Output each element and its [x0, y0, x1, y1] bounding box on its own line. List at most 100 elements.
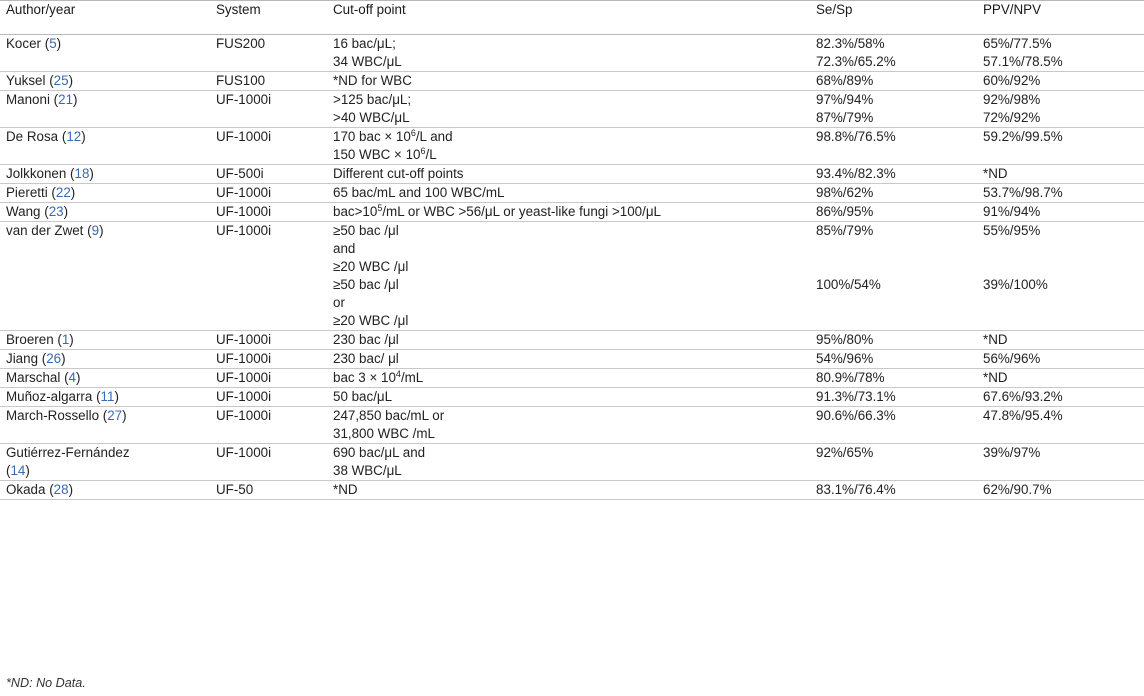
author-name: Muñoz-algarra: [6, 389, 93, 404]
cutoff-cell: 690 bac/μL and 38 WBC/μL: [327, 444, 810, 481]
author-name: Okada: [6, 482, 46, 497]
ppv-npv-line: 91%/94%: [983, 204, 1041, 219]
se-sp-line: 90.6%/66.3%: [816, 408, 896, 423]
ppv-npv-cell: 60%/92%: [977, 72, 1144, 91]
ppv-npv-line: 92%/98%: [983, 92, 1041, 107]
table-row: Gutiérrez-Fernández (14) UF-1000i 690 bac/μ…: [0, 444, 1144, 481]
author-name: Wang: [6, 204, 41, 219]
reference-link[interactable]: 26: [46, 351, 62, 366]
reference-link[interactable]: 4: [68, 370, 76, 385]
se-sp-cell: 54%/96%: [810, 350, 977, 369]
table-header: Author/year System Cut-off point Se/Sp P…: [0, 0, 1144, 35]
author-name: Yuksel: [6, 73, 46, 88]
ppv-npv-cell: 65%/77.5% 57.1%/78.5%: [977, 35, 1144, 72]
ppv-npv-line: 72%/92%: [983, 110, 1041, 125]
cutoff-cell: *ND for WBC: [327, 72, 810, 91]
table-row: Marschal (4) UF-1000i bac 3 × 104/mL 80.9%/…: [0, 369, 1144, 388]
cutoff-cell: Different cut-off points: [327, 165, 810, 184]
se-sp-cell: 90.6%/66.3%: [810, 407, 977, 444]
header-row: Author/year System Cut-off point Se/Sp P…: [0, 0, 1144, 35]
cutoff-cell: >125 bac/μL; >40 WBC/μL: [327, 91, 810, 128]
header-system: System: [216, 2, 261, 17]
reference-link[interactable]: 21: [58, 92, 74, 107]
system-cell: UF-1000i: [216, 332, 272, 347]
header-author: Author/year: [6, 2, 76, 17]
se-sp-cell: 97%/94% 87%/79%: [810, 91, 977, 128]
table-row: Jolkkonen (18) UF-500i Different cut-off p…: [0, 165, 1144, 184]
author-cell: van der Zwet (9): [6, 223, 104, 238]
author-name: Gutiérrez-Fernández: [6, 445, 130, 460]
cutoff-line: bac 3 × 104/mL: [333, 369, 424, 386]
header-ppv-npv: PPV/NPV: [983, 2, 1042, 17]
table-body: Kocer (5) FUS200 16 bac/μL; 34 WBC/μL 82.3%/…: [0, 35, 1144, 500]
reference-link[interactable]: 23: [48, 204, 64, 219]
se-sp-line: 54%/96%: [816, 351, 874, 366]
ppv-npv-line: [983, 258, 1144, 276]
author-cell: Pieretti (22): [6, 185, 76, 200]
reference-link[interactable]: 5: [49, 36, 57, 51]
cutoff-cell: 65 bac/mL and 100 WBC/mL: [327, 184, 810, 203]
reference-link[interactable]: 9: [91, 223, 100, 238]
reference-link[interactable]: 28: [53, 482, 69, 497]
reference-link[interactable]: 14: [10, 463, 26, 478]
cutoff-line: 50 bac/μL: [333, 389, 393, 404]
se-sp-cell: 80.9%/78%: [810, 369, 977, 388]
reference-link[interactable]: 12: [66, 129, 82, 144]
table-row: Pieretti (22) UF-1000i 65 bac/mL and 100 W…: [0, 184, 1144, 203]
cutoff-line: 31,800 WBC /mL: [333, 426, 435, 441]
author-cell: Okada (28): [6, 482, 74, 497]
cutoff-line: 65 bac/mL and 100 WBC/mL: [333, 185, 505, 200]
table-row: van der Zwet (9) UF-1000i ≥50 bac /μl and ≥2…: [0, 222, 1144, 331]
ppv-npv-cell: 56%/96%: [977, 350, 1144, 369]
header-cutoff: Cut-off point: [333, 2, 406, 17]
reference-link[interactable]: 22: [55, 185, 71, 200]
se-sp-line: [816, 258, 977, 276]
ppv-npv-line: *ND: [983, 332, 1008, 347]
cutoff-line: or: [333, 295, 345, 310]
cutoff-line: 690 bac/μL and: [333, 445, 426, 460]
data-table: Author/year System Cut-off point Se/Sp P…: [0, 0, 1144, 500]
ppv-npv-cell: 67.6%/93.2%: [977, 388, 1144, 407]
ppv-npv-line: 39%/100%: [983, 277, 1048, 292]
se-sp-line: 98%/62%: [816, 185, 874, 200]
system-cell: UF-1000i: [216, 370, 272, 385]
cutoff-cell: bac>105/mL or WBC >56/μL or yeast-like f…: [327, 203, 810, 222]
se-sp-line: 86%/95%: [816, 204, 874, 219]
reference-link[interactable]: 25: [53, 73, 69, 88]
se-sp-cell: 83.1%/76.4%: [810, 481, 977, 500]
reference-link[interactable]: 18: [74, 166, 90, 181]
ppv-npv-line: 60%/92%: [983, 73, 1041, 88]
system-cell: FUS200: [216, 36, 266, 51]
se-sp-line: 93.4%/82.3%: [816, 166, 896, 181]
ppv-npv-cell: 59.2%/99.5%: [977, 128, 1144, 165]
se-sp-line: 85%/79%: [816, 223, 874, 238]
cutoff-cell: 50 bac/μL: [327, 388, 810, 407]
author-cell: Marschal (4): [6, 370, 81, 385]
cutoff-cell: bac 3 × 104/mL: [327, 369, 810, 388]
author-cell: Muñoz-algarra (11): [6, 389, 119, 404]
table-row: March-Rossello (27) UF-1000i 247,850 bac/m…: [0, 407, 1144, 444]
se-sp-line: 83.1%/76.4%: [816, 482, 896, 497]
author-cell: Manoni (21): [6, 92, 78, 107]
author-name: van der Zwet: [6, 223, 84, 238]
reference-link[interactable]: 1: [61, 332, 70, 347]
ppv-npv-line: *ND: [983, 166, 1008, 181]
ppv-npv-line: 67.6%/93.2%: [983, 389, 1063, 404]
table-row: Jiang (26) UF-1000i 230 bac/ μl 54%/96% 56%/…: [0, 350, 1144, 369]
ppv-npv-line: 53.7%/98.7%: [983, 185, 1063, 200]
se-sp-line: 95%/80%: [816, 332, 874, 347]
cutoff-line: 230 bac /μl: [333, 332, 399, 347]
author-cell: Jolkkonen (18): [6, 166, 94, 181]
reference-link[interactable]: 27: [107, 408, 123, 423]
cutoff-line: ≥50 bac /μl: [333, 277, 399, 292]
table-row: Yuksel (25) FUS100 *ND for WBC 68%/89% 60%/9…: [0, 72, 1144, 91]
cutoff-line: >40 WBC/μL: [333, 110, 410, 125]
author-name: Manoni: [6, 92, 50, 107]
author-name: Jiang: [6, 351, 39, 366]
ppv-npv-cell: 53.7%/98.7%: [977, 184, 1144, 203]
author-name: De Rosa: [6, 129, 59, 144]
reference-link[interactable]: 11: [100, 389, 115, 404]
ppv-npv-cell: *ND: [977, 331, 1144, 350]
author-cell: Broeren (1): [6, 332, 74, 347]
